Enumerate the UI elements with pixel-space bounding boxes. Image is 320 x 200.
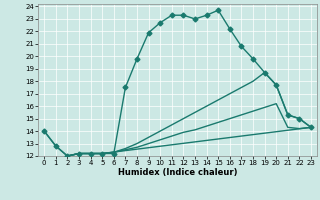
X-axis label: Humidex (Indice chaleur): Humidex (Indice chaleur) [118, 168, 237, 177]
